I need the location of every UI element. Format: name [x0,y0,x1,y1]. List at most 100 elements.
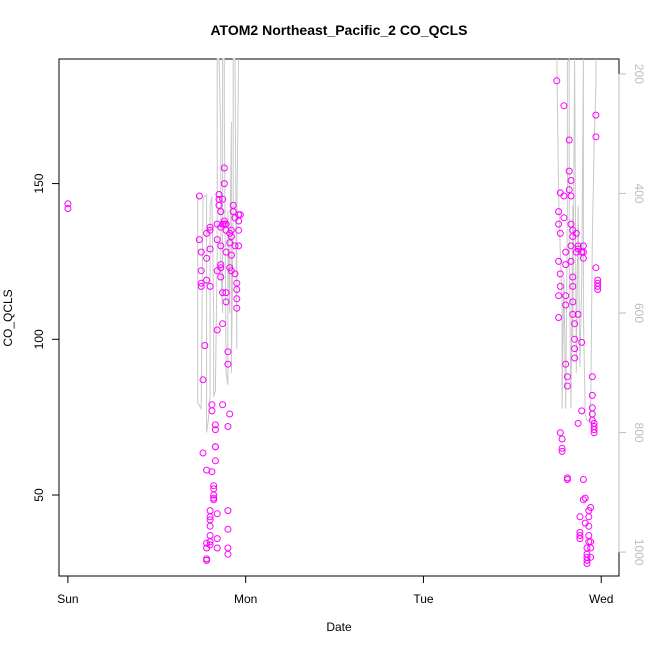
data-point [569,310,577,318]
data-point [590,426,598,434]
y-tick-label: 150 [32,173,46,193]
data-point [197,282,205,290]
data-point [571,335,579,343]
data-point [203,556,211,564]
data-point [222,289,230,297]
data-point [64,200,72,208]
data-point [233,295,241,303]
data-point [226,239,234,247]
data-point [562,248,570,256]
data-point [562,360,570,368]
data-point [236,211,244,219]
data-point [235,226,243,234]
data-point [585,532,593,539]
data-point [587,544,595,552]
data-point [206,513,214,521]
data-point [224,550,232,558]
data-point [562,301,570,309]
data-point [585,522,593,530]
data-point [558,435,566,443]
data-point [579,476,587,483]
data-point [592,264,600,272]
data-point [229,208,237,216]
data-point [553,77,561,85]
data-point [571,345,579,353]
data-point [215,191,223,198]
data-point [217,242,225,250]
data-point [567,220,575,228]
data-point [588,404,596,412]
x-tick-label: Tue [413,592,434,606]
data-point [197,267,205,275]
y-tick-label: 100 [32,329,46,349]
data-point [219,320,227,328]
data-point [235,217,243,225]
data-point [579,496,587,504]
data-point [206,223,214,231]
data-point [555,292,563,300]
data-point [588,373,596,381]
data-point [213,544,221,552]
data-point [203,544,211,552]
data-point [215,201,223,209]
data-point [567,257,575,265]
data-point [219,289,227,297]
data-point [197,279,205,287]
data-point [565,136,573,144]
data-point [556,270,564,278]
data-point [206,538,214,546]
data-point [206,245,214,253]
data-point [555,208,563,216]
data-point [213,535,221,543]
data-point [210,496,218,504]
data-point [594,286,602,293]
data-point [206,522,214,530]
data-point [213,510,221,518]
data-point [590,429,598,437]
data-point [555,314,563,321]
data-point [224,544,232,552]
y2-tick-label: 400 [632,183,646,203]
data-point [556,282,564,290]
data-point [592,111,600,119]
data-point [556,229,564,237]
data-point [217,264,225,272]
data-point [560,102,568,110]
data-point [587,553,595,561]
data-point [211,443,219,451]
pressure-series-line [556,57,597,422]
y2-tick-label: 1000 [632,539,646,566]
data-point [233,304,241,312]
data-point [587,504,595,511]
data-point [563,476,571,483]
data-point [574,242,582,250]
y-tick-label: 50 [32,488,46,502]
data-point [222,298,230,306]
data-point [565,167,573,175]
data-point [574,310,582,318]
data-point [571,354,579,362]
data-point [199,449,207,457]
data-point [210,482,218,490]
data-point [231,242,239,250]
data-point [217,261,225,269]
data-point [578,338,586,346]
data-point [235,242,243,250]
x-axis: Sun Mon Tue Wed [57,575,613,606]
data-point [583,560,591,567]
data-point [567,192,575,200]
data-point [567,177,575,184]
data-point [231,270,239,278]
plot-area-border [58,58,620,577]
data-point [203,276,211,284]
data-point [579,254,587,262]
chart-title: ATOM2 Northeast_Pacific_2 CO_QCLS [210,22,467,38]
y-axis-label: CO_QCLS [1,289,15,346]
y-axis: 50 100 150 [32,173,60,502]
data-point [567,242,575,250]
pressure-line-layer [197,57,597,433]
data-point [213,236,221,244]
data-point [206,507,214,515]
data-point [571,320,579,328]
